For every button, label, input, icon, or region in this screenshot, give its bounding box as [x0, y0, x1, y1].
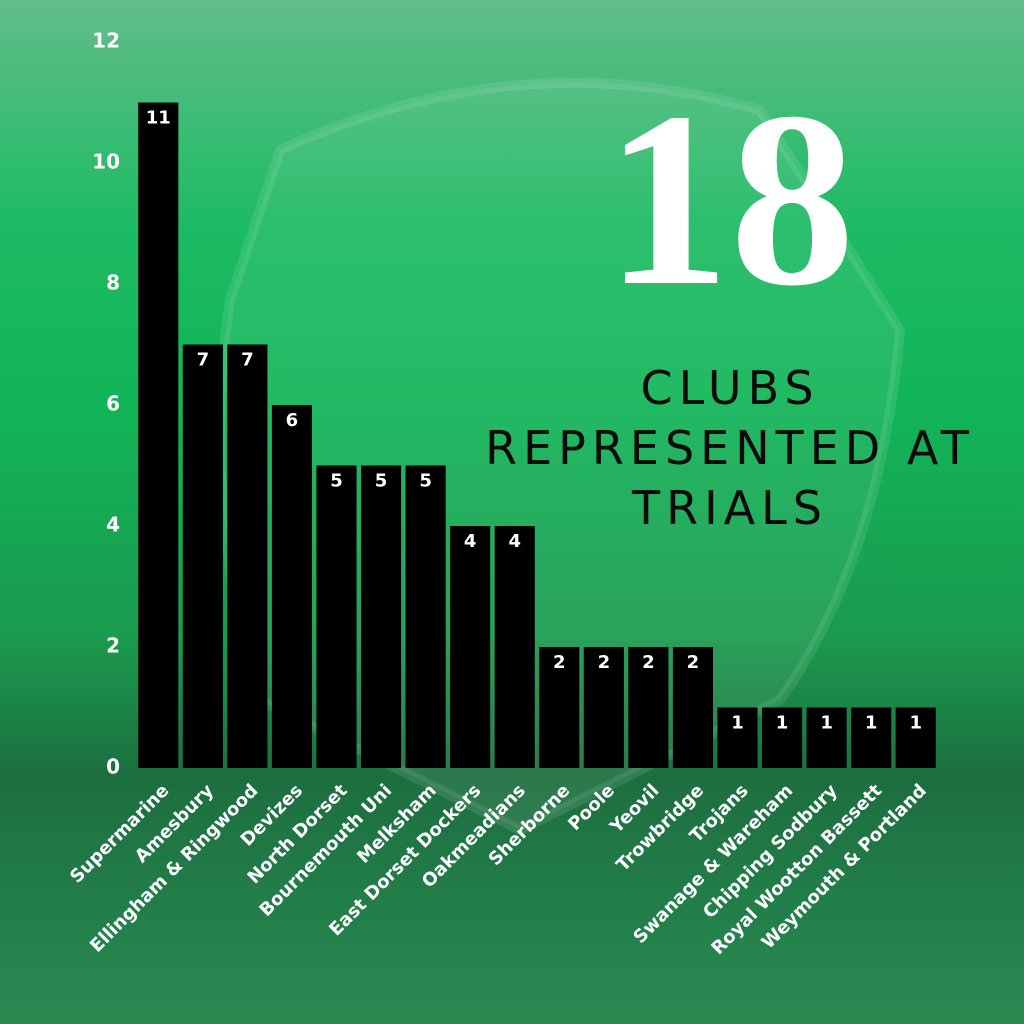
value-label: 4 — [508, 531, 521, 552]
bar — [583, 647, 624, 768]
headline: 18 — [605, 61, 855, 338]
bar — [895, 707, 936, 768]
value-label: 2 — [598, 652, 611, 673]
bar — [361, 465, 402, 768]
value-label: 7 — [241, 350, 254, 371]
value-label: 2 — [687, 652, 700, 673]
value-label: 6 — [286, 410, 299, 431]
y-tick-label: 12 — [92, 29, 120, 53]
value-label: 1 — [776, 713, 789, 734]
value-label: 5 — [375, 471, 388, 492]
bar — [316, 465, 357, 768]
bar — [851, 707, 892, 768]
bar — [494, 526, 535, 768]
y-tick-label: 4 — [106, 513, 120, 537]
value-label: 1 — [909, 713, 922, 734]
y-tick-label: 6 — [106, 392, 120, 416]
bar — [138, 102, 179, 768]
value-label: 2 — [642, 652, 655, 673]
x-tick-label: Ellingham & Ringwood — [86, 780, 262, 956]
y-tick-label: 0 — [106, 755, 120, 779]
value-label: 1 — [820, 713, 833, 734]
bar — [182, 344, 223, 768]
value-label: 2 — [553, 652, 566, 673]
value-label: 1 — [865, 713, 878, 734]
subtitle-line: REPRESENTED AT — [485, 421, 975, 475]
bar — [806, 707, 847, 768]
value-label: 5 — [330, 471, 343, 492]
value-label: 4 — [464, 531, 477, 552]
bar — [539, 647, 580, 768]
bar — [227, 344, 268, 768]
bar — [672, 647, 713, 768]
y-tick-label: 2 — [106, 634, 120, 658]
subtitle: CLUBS REPRESENTED AT TRIALS — [440, 358, 1020, 538]
bar — [405, 465, 446, 768]
subtitle-line: CLUBS — [640, 361, 820, 415]
bar — [271, 405, 312, 768]
bar — [762, 707, 803, 768]
value-label: 11 — [146, 108, 171, 129]
subtitle-line: TRIALS — [632, 481, 828, 535]
value-label: 5 — [419, 471, 432, 492]
bar — [628, 647, 669, 768]
value-label: 1 — [731, 713, 744, 734]
bar — [717, 707, 758, 768]
y-tick-label: 10 — [92, 150, 120, 174]
bar — [450, 526, 491, 768]
y-tick-label: 8 — [106, 271, 120, 295]
value-label: 7 — [197, 350, 210, 371]
